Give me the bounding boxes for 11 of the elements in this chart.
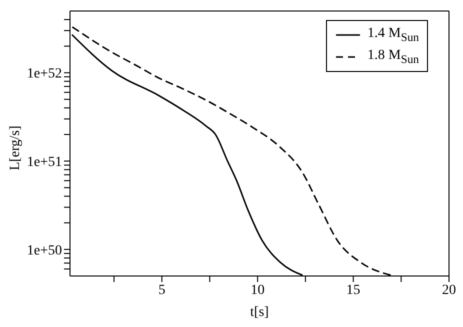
- x-axis-title: t[s]: [250, 305, 269, 320]
- x-tick-label: 20: [442, 282, 456, 298]
- x-tick-label: 15: [346, 282, 360, 298]
- y-tick-label: 1e+52: [26, 66, 62, 82]
- y-axis-title: L[erg/s]: [8, 126, 23, 170]
- legend-label: 1.4 M$_{Sun}$: [367, 26, 419, 44]
- y-tick-label: 1e+50: [26, 243, 62, 258]
- y-tick-label: 1e+51: [26, 155, 62, 170]
- legend-label: 1.8 M$_{Sun}$: [367, 48, 419, 66]
- x-tick-label: 5: [158, 282, 166, 298]
- x-tick-label: 10: [250, 282, 265, 298]
